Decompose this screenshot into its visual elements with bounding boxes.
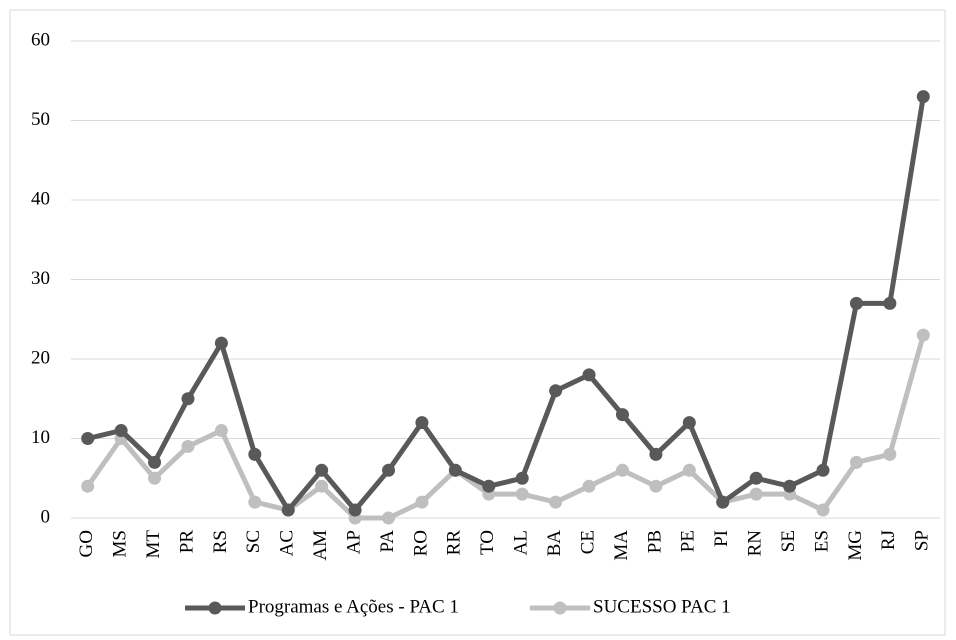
data-point bbox=[849, 296, 863, 310]
x-tick-label: RS bbox=[210, 530, 231, 553]
data-point bbox=[181, 392, 195, 406]
data-point bbox=[81, 479, 95, 493]
data-point bbox=[315, 479, 329, 493]
data-point bbox=[716, 495, 730, 509]
x-tick-label: ES bbox=[811, 530, 832, 552]
data-point bbox=[415, 495, 429, 509]
data-point bbox=[81, 432, 95, 445]
data-point bbox=[916, 90, 930, 104]
data-point bbox=[816, 463, 830, 477]
data-point bbox=[515, 487, 529, 501]
x-tick-label: SE bbox=[778, 530, 799, 552]
data-point bbox=[315, 463, 329, 477]
data-point bbox=[582, 368, 596, 382]
legend-marker bbox=[553, 601, 567, 615]
data-point bbox=[883, 296, 897, 310]
data-point bbox=[749, 487, 763, 501]
data-point bbox=[649, 479, 663, 493]
x-tick-label: AL bbox=[511, 530, 532, 555]
data-point bbox=[615, 408, 629, 422]
data-point bbox=[148, 455, 162, 469]
data-point bbox=[181, 439, 195, 453]
x-tick-label: AC bbox=[277, 530, 298, 556]
data-point bbox=[448, 463, 462, 477]
y-tick-label: 10 bbox=[31, 427, 50, 448]
legend-label: SUCESSO PAC 1 bbox=[593, 596, 731, 617]
data-point bbox=[382, 511, 396, 525]
x-tick-label: PE bbox=[678, 530, 699, 552]
y-tick-label: 30 bbox=[31, 268, 50, 289]
data-point bbox=[248, 447, 262, 461]
data-point bbox=[682, 463, 696, 477]
data-point bbox=[549, 384, 563, 398]
x-tick-label: PA bbox=[377, 530, 398, 553]
data-point bbox=[816, 503, 830, 517]
x-tick-label: SP bbox=[912, 530, 933, 551]
data-point bbox=[549, 495, 563, 509]
x-tick-label: AP bbox=[343, 530, 364, 554]
x-tick-label: PB bbox=[644, 530, 665, 553]
data-point bbox=[281, 503, 295, 517]
x-tick-label: PR bbox=[176, 530, 197, 554]
x-tick-label: MT bbox=[143, 530, 164, 559]
data-point bbox=[849, 455, 863, 469]
x-tick-label: RO bbox=[410, 530, 431, 556]
data-point bbox=[348, 503, 362, 517]
x-tick-label: RJ bbox=[878, 530, 899, 550]
x-tick-label: SC bbox=[243, 530, 264, 553]
data-point bbox=[148, 471, 162, 485]
x-tick-label: CE bbox=[577, 530, 598, 554]
data-point bbox=[749, 471, 763, 485]
data-point bbox=[515, 471, 529, 485]
legend-label: Programas e Ações - PAC 1 bbox=[248, 596, 459, 617]
y-tick-label: 0 bbox=[41, 506, 51, 527]
y-tick-label: 20 bbox=[31, 347, 50, 368]
y-tick-label: 50 bbox=[31, 109, 50, 130]
data-point bbox=[482, 479, 496, 493]
x-tick-label: MS bbox=[109, 530, 130, 557]
data-point bbox=[382, 463, 396, 477]
y-tick-label: 40 bbox=[31, 188, 50, 209]
data-point bbox=[114, 424, 128, 438]
data-point bbox=[649, 447, 663, 461]
x-tick-label: MG bbox=[845, 530, 866, 561]
x-tick-label: RN bbox=[745, 530, 766, 557]
x-tick-label: AM bbox=[310, 530, 331, 561]
data-point bbox=[214, 336, 228, 350]
data-point bbox=[615, 463, 629, 477]
x-tick-label: TO bbox=[477, 530, 498, 555]
x-tick-label: PI bbox=[711, 530, 732, 547]
data-point bbox=[883, 447, 897, 461]
x-tick-label: BA bbox=[544, 530, 565, 557]
data-point bbox=[415, 416, 429, 430]
x-tick-label: GO bbox=[76, 530, 97, 557]
data-point bbox=[214, 424, 228, 438]
data-point bbox=[248, 495, 262, 509]
x-tick-label: MA bbox=[611, 530, 632, 561]
data-point bbox=[783, 479, 797, 493]
data-point bbox=[682, 416, 696, 430]
legend-marker bbox=[208, 601, 222, 615]
y-tick-label: 60 bbox=[31, 29, 50, 50]
x-tick-label: RR bbox=[444, 530, 465, 556]
chart-border bbox=[9, 9, 946, 636]
data-point bbox=[916, 328, 930, 342]
data-point bbox=[582, 479, 596, 493]
